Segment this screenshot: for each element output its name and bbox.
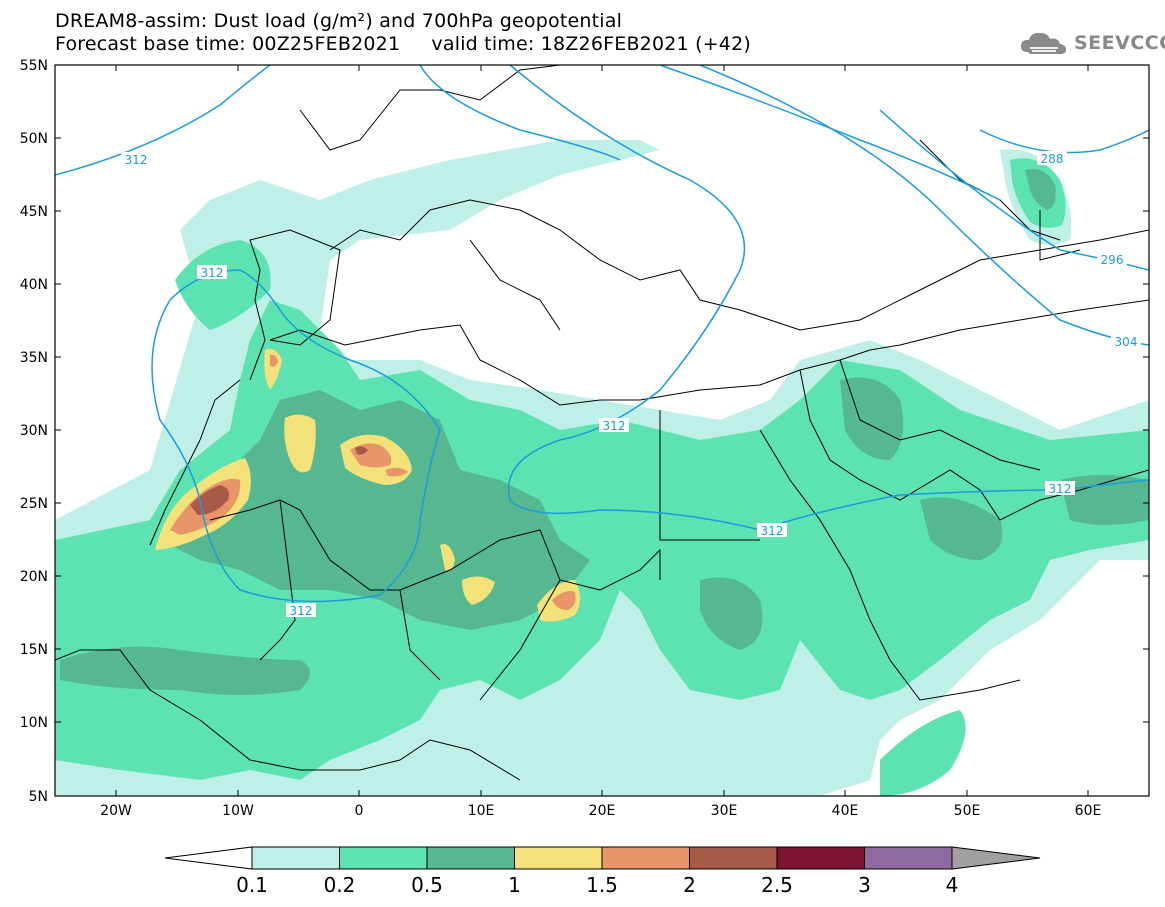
lat-label: 20N <box>20 569 48 585</box>
colorbar-level-label: 1.5 <box>586 873 618 897</box>
geopotential-contours <box>55 65 1149 603</box>
colorbar-swatch <box>864 846 953 870</box>
colorbar: 0.1 0.2 0.5 1 1.5 2 2.5 3 4 <box>164 846 1041 897</box>
colorbar-swatch <box>426 846 515 870</box>
contour-label: 312 <box>197 265 227 280</box>
lon-label: 30E <box>711 803 738 819</box>
lat-label: 55N <box>20 58 48 74</box>
svg-text:296: 296 <box>1101 253 1124 267</box>
lon-label: 50E <box>954 803 981 819</box>
svg-text:312: 312 <box>1049 482 1072 496</box>
colorbar-swatch <box>339 846 428 870</box>
colorbar-level-label: 2 <box>683 873 696 897</box>
logo-text: SEEVCCC <box>1074 32 1165 54</box>
colorbar-over-arrow <box>951 846 1041 870</box>
lat-label: 15N <box>20 642 48 658</box>
longitude-labels: 20W 10W 0 10E 20E 30E 40E 50E 60E <box>100 803 1101 819</box>
axis-ticks <box>55 64 1149 797</box>
colorbar-level-label: 3 <box>858 873 871 897</box>
colorbar-swatch <box>776 846 865 870</box>
colorbar-swatch <box>601 846 690 870</box>
lon-label: 10W <box>222 803 254 819</box>
lat-label: 10N <box>20 715 48 731</box>
lat-label: 5N <box>29 789 48 805</box>
lat-label: 25N <box>20 496 48 512</box>
colorbar-level-label: 2.5 <box>761 873 793 897</box>
seevccc-logo: SEEVCCC <box>1018 28 1165 58</box>
map-title: DREAM8-assim: Dust load (g/m²) and 700hP… <box>55 10 623 32</box>
contour-label: 312 <box>121 152 151 167</box>
colorbar-swatch <box>689 846 778 870</box>
lon-label: 20E <box>589 803 616 819</box>
contour-label: 296 <box>1097 252 1127 267</box>
svg-text:288: 288 <box>1041 152 1064 166</box>
colorbar-swatch <box>514 846 603 870</box>
colorbar-level-label: 0.5 <box>411 873 443 897</box>
lon-label: 60E <box>1075 803 1102 819</box>
colorbar-under-arrow <box>164 846 253 870</box>
svg-text:312: 312 <box>201 266 224 280</box>
contour-label: 312 <box>286 603 316 618</box>
colorbar-swatch <box>251 846 340 870</box>
lat-label: 45N <box>20 204 48 220</box>
contour-labels: 312 312 312 312 312 312 288 296 304 <box>121 151 1141 618</box>
svg-text:312: 312 <box>290 604 313 618</box>
lon-label: 40E <box>832 803 859 819</box>
lon-label: 20W <box>100 803 132 819</box>
svg-text:312: 312 <box>761 524 784 538</box>
contour-label: 312 <box>599 418 629 433</box>
colorbar-level-label: 0.1 <box>236 873 268 897</box>
colorbar-level-label: 4 <box>946 873 959 897</box>
contour-label: 312 <box>757 523 787 538</box>
colorbar-level-label: 0.2 <box>324 873 356 897</box>
lat-label: 30N <box>20 423 48 439</box>
cloud-logo-icon <box>1020 32 1067 54</box>
lon-label: 0 <box>355 803 364 819</box>
contour-label: 304 <box>1111 334 1141 349</box>
lat-label: 40N <box>20 277 48 293</box>
colorbar-level-label: 1 <box>508 873 521 897</box>
svg-text:304: 304 <box>1115 335 1138 349</box>
contour-label: 312 <box>1045 481 1075 496</box>
svg-text:312: 312 <box>125 153 148 167</box>
contour-label: 288 <box>1037 151 1067 166</box>
coastlines <box>55 65 1149 781</box>
lat-label: 35N <box>20 350 48 366</box>
forecast-time-subtitle: Forecast base time: 00Z25FEB2021 valid t… <box>55 33 751 55</box>
lat-label: 50N <box>20 131 48 147</box>
lon-label: 10E <box>468 803 495 819</box>
svg-text:312: 312 <box>603 419 626 433</box>
latitude-labels: 55N 50N 45N 40N 35N 30N 25N 20N 15N 10N … <box>20 58 48 805</box>
